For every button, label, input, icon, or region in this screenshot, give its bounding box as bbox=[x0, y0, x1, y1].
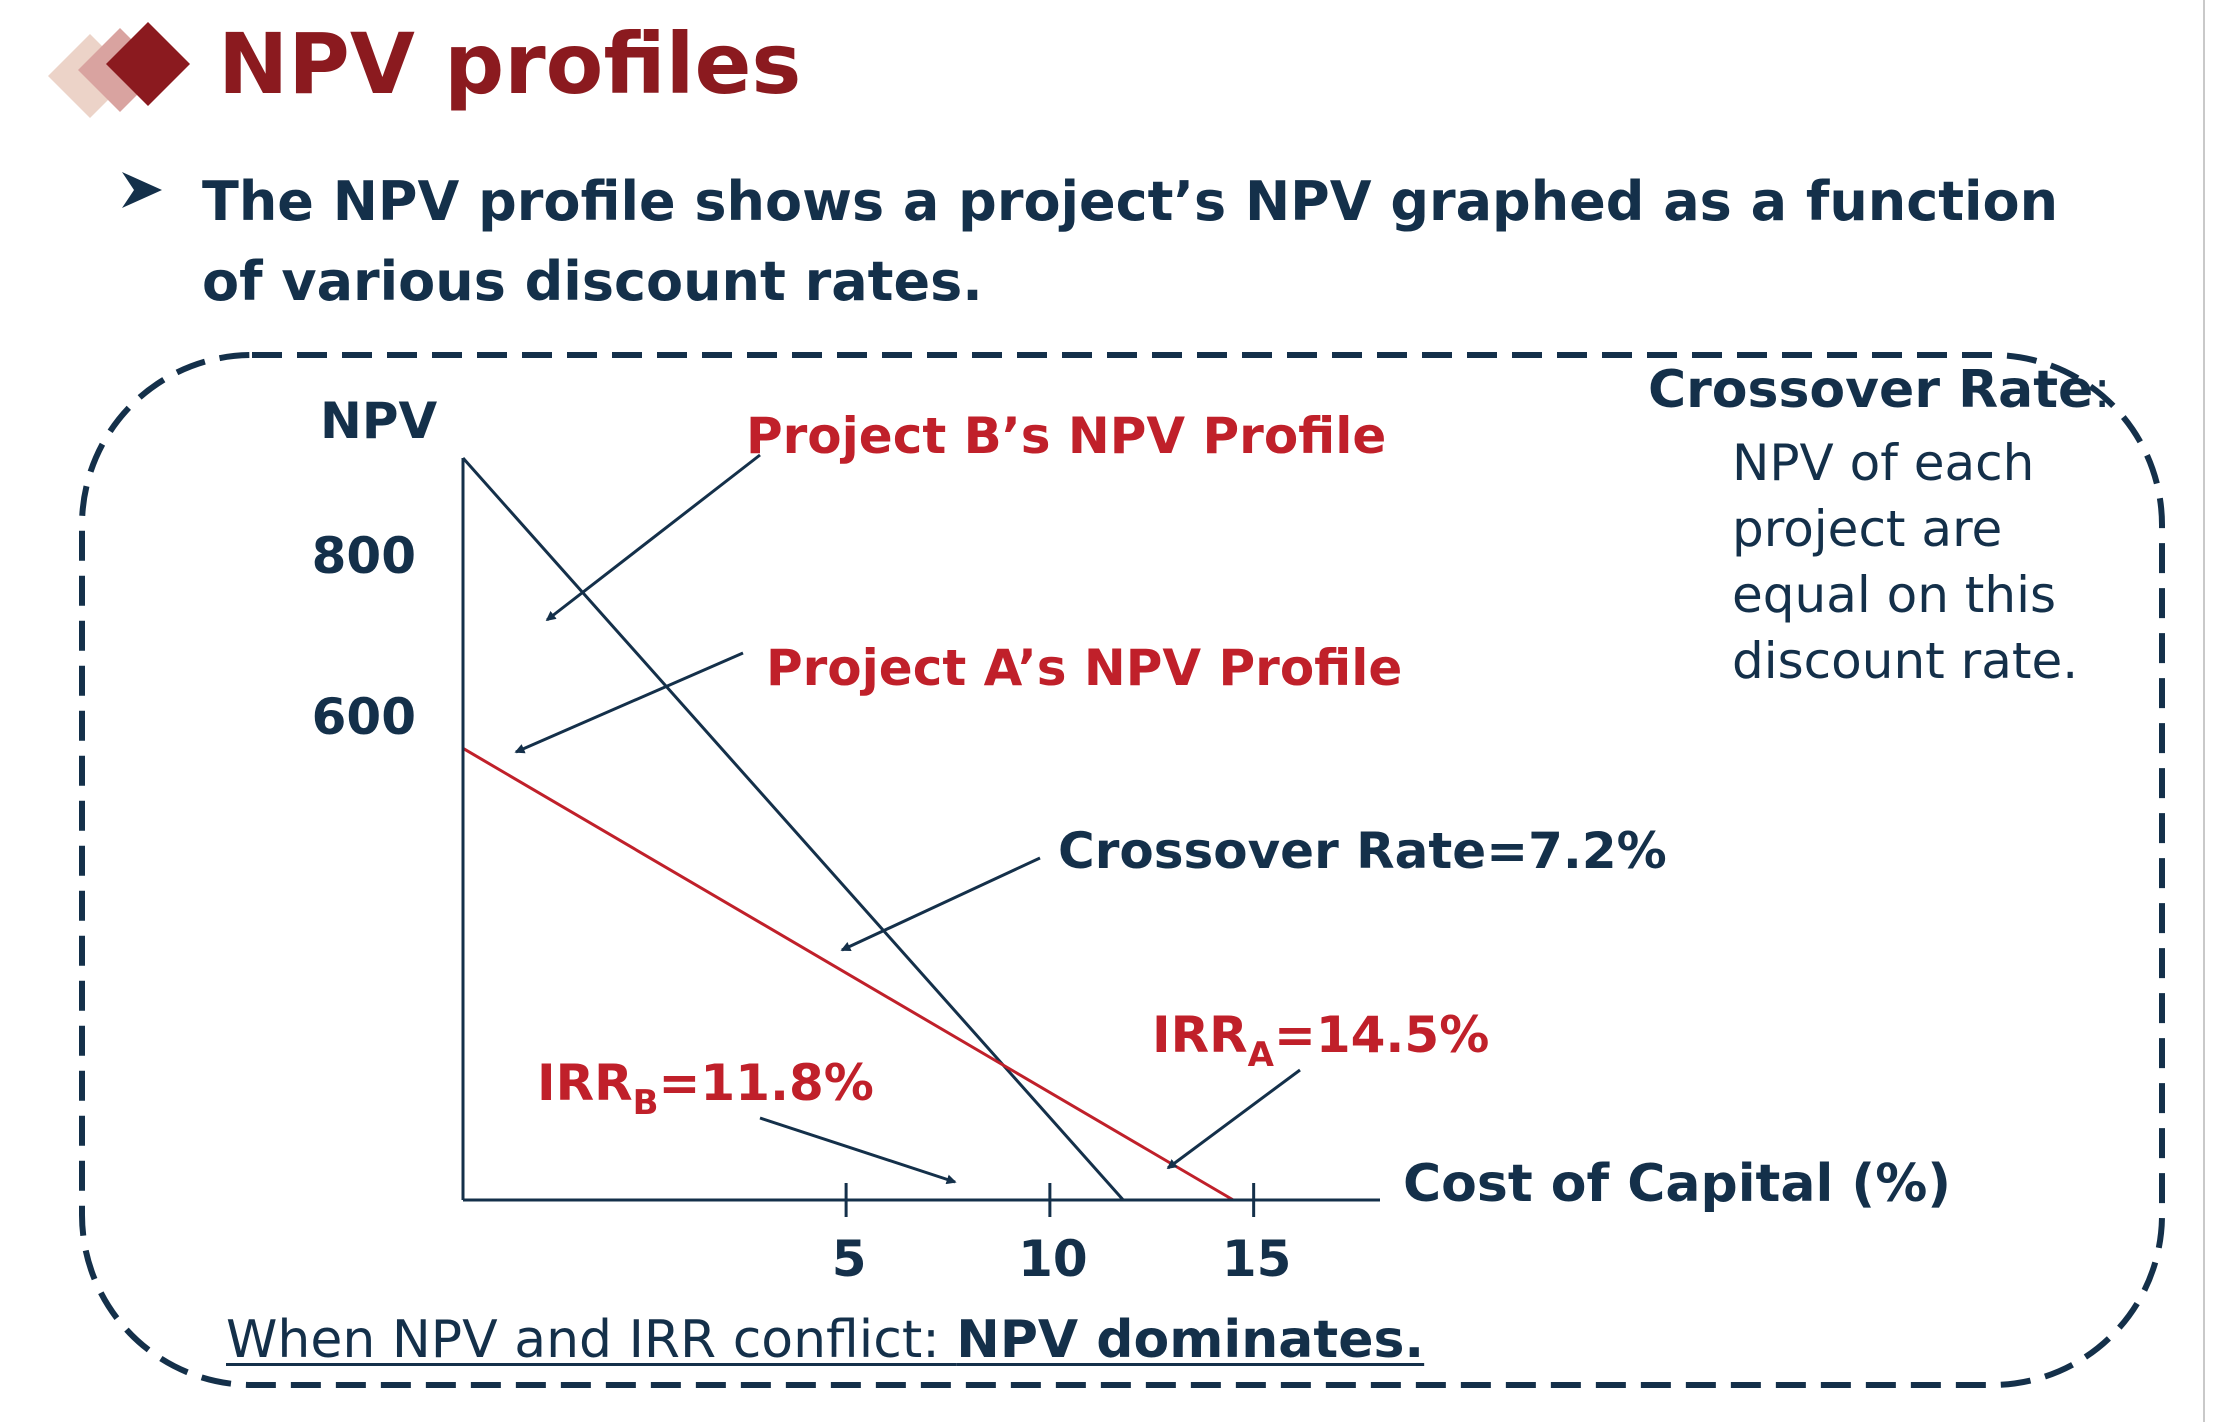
arrow-bullet-icon bbox=[122, 172, 162, 208]
note-title-colon: : bbox=[2093, 360, 2111, 420]
note-title-text: Crossover Rate bbox=[1648, 360, 2094, 420]
footer-note: When NPV and IRR conflict: NPV dominates… bbox=[226, 1310, 1424, 1370]
footer-lead: When NPV and IRR conflict: bbox=[226, 1310, 957, 1370]
irr-a-label: IRRA=14.5% bbox=[1152, 1006, 1489, 1075]
bullet-text: The NPV profile shows a project’s NPV gr… bbox=[202, 170, 2059, 313]
irr-b-base: IRR bbox=[537, 1054, 633, 1112]
irr-b-label: IRRB=11.8% bbox=[537, 1054, 874, 1123]
x-tick-label-5: 5 bbox=[832, 1230, 867, 1288]
irr-b-subscript: B bbox=[633, 1083, 659, 1123]
pointer-project-a bbox=[514, 651, 744, 754]
footer-emphasis: NPV dominates. bbox=[956, 1310, 1425, 1370]
note-title: Crossover Rate: bbox=[1648, 360, 2111, 420]
pointer-irr-a bbox=[1166, 1068, 1301, 1170]
slide-title: NPV profiles bbox=[218, 15, 802, 113]
pointer-crossover bbox=[840, 856, 1041, 952]
irr-a-value: =14.5% bbox=[1274, 1006, 1489, 1064]
y-tick-label-600: 600 bbox=[312, 688, 416, 746]
series-label-project-b: Project B’s NPV Profile bbox=[746, 407, 1386, 465]
x-axis-label: Cost of Capital (%) bbox=[1403, 1154, 1951, 1214]
irr-a-subscript: A bbox=[1248, 1035, 1275, 1075]
series-label-project-a: Project A’s NPV Profile bbox=[766, 639, 1402, 697]
slide-edge-rule bbox=[2203, 0, 2205, 1422]
series-line-project-a bbox=[462, 747, 1235, 1202]
y-axis-label: NPV bbox=[320, 392, 437, 450]
x-tick-label-15: 15 bbox=[1222, 1230, 1292, 1288]
logo-diamond-dark bbox=[106, 22, 190, 106]
pointer-irr-b bbox=[759, 1116, 957, 1185]
series-line-project-b bbox=[461, 457, 1125, 1201]
crossover-rate-label: Crossover Rate=7.2% bbox=[1058, 822, 1667, 880]
stacked-diamonds-icon bbox=[48, 22, 190, 118]
irr-b-value: =11.8% bbox=[659, 1054, 874, 1112]
irr-a-base: IRR bbox=[1152, 1006, 1248, 1064]
pointer-project-b bbox=[545, 453, 761, 622]
y-tick-label-800: 800 bbox=[312, 527, 416, 585]
x-tick-label-10: 10 bbox=[1018, 1230, 1088, 1288]
note-body: NPV of each project are equal on this di… bbox=[1732, 434, 2079, 690]
